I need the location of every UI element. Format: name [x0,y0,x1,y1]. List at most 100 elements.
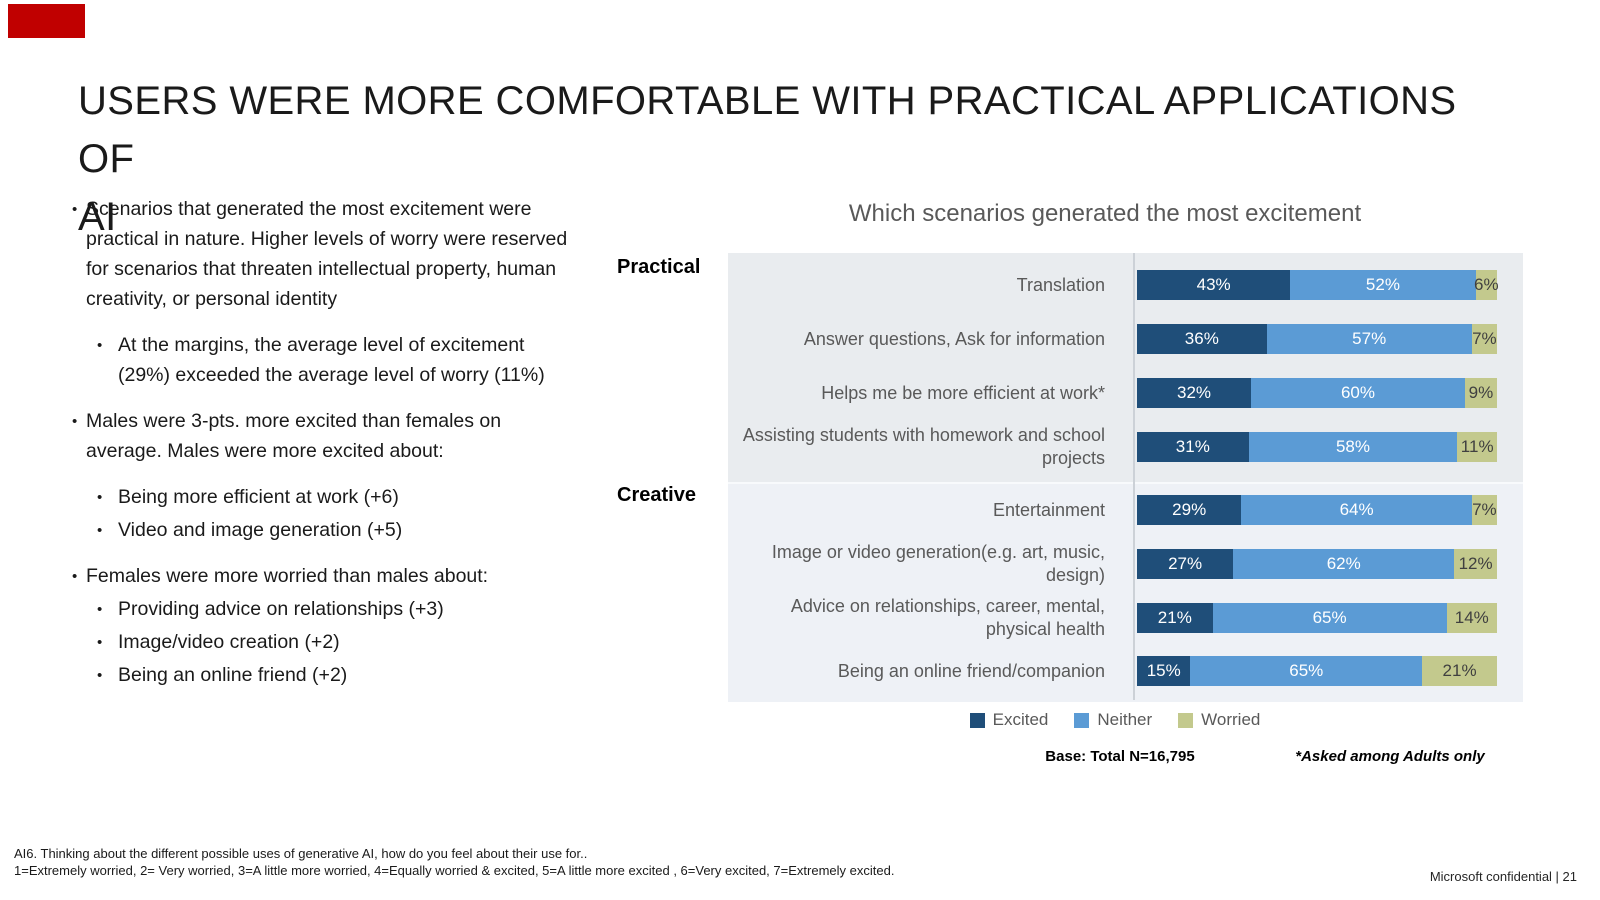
bar-segment-neither: 64% [1241,495,1472,525]
stacked-bar: 32% 60% 9% [1137,378,1497,408]
chart-row: Being an online friend/companion 15% 65% 2… [728,643,1523,699]
group-label-creative: Creative [617,484,696,506]
bullet-item: Males were 3-pts. more excited than fema… [72,406,578,466]
bar-value-label: 43% [1196,275,1231,294]
bar-segment-neither: 57% [1266,324,1472,354]
bullet-item: Scenarios that generated the most excite… [72,194,578,314]
row-label: Image or video generation(e.g. art, musi… [771,542,1105,585]
bar-segment-excited: 32% [1137,378,1252,408]
row-label: Helps me be more efficient at work* [821,382,1105,403]
bar-value-label: 6% [1474,275,1499,294]
bar-value-label: 12% [1458,554,1493,573]
bar-segment-excited: 15% [1137,656,1191,686]
slide-title: USERS WERE MORE COMFORTABLE WITH PRACTIC… [78,72,1498,246]
bar-segment-neither: 58% [1248,432,1458,462]
stacked-bar: 43% 52% 6% [1137,270,1499,300]
bar-segment-excited: 29% [1137,495,1242,525]
bar-value-label: 9% [1468,383,1494,402]
bar-value-label: 15% [1146,661,1181,680]
bar-value-label: 29% [1172,500,1207,519]
bar-value-label: 60% [1340,383,1375,402]
bar-segment-worried: 14% [1446,603,1497,633]
bullet-item: Females were more worried than males abo… [72,561,578,592]
bullet-item: Being more efficient at work (+6) [97,482,578,513]
legend-label: Excited [992,710,1049,729]
bar-segment-excited: 27% [1137,549,1234,579]
worried-swatch-icon [1178,712,1194,728]
bar-segment-worried: 11% [1457,432,1497,462]
group-label-practical: Practical [617,256,701,278]
bar-segment-neither: 65% [1212,603,1447,633]
bar-value-label: 36% [1184,329,1219,348]
bar-segment-worried: 9% [1464,378,1497,408]
bar-segment-neither: 52% [1290,270,1476,300]
bar-segment-excited: 31% [1137,432,1249,462]
row-label: Entertainment [992,499,1105,520]
legend-item-neither: Neither [1074,710,1152,730]
bar-value-label: 64% [1339,500,1374,519]
stacked-bar: 21% 65% 14% [1137,603,1497,633]
bar-segment-worried: 7% [1471,324,1497,354]
bar-value-label: 58% [1335,437,1370,456]
chart-title: Which scenarios generated the most excit… [848,200,1362,227]
bar-value-label: 65% [1312,608,1347,627]
red-accent-rectangle [8,4,85,38]
row-label: Being an online friend/companion [837,660,1105,681]
row-label: Advice on relationships, career, mental,… [790,596,1105,639]
chart-row: Assisting students with homework and sch… [728,419,1523,475]
bar-value-label: 57% [1352,329,1387,348]
chart-legend: Excited Neither Worried [930,710,1300,730]
row-label: Assisting students with homework and sch… [742,425,1105,468]
stacked-bar: 29% 64% 7% [1137,495,1497,525]
base-note: Base: Total N=16,795 [1045,748,1195,765]
scale-footnote: 1=Extremely worried, 2= Very worried, 3=… [14,863,895,878]
bullet-item: Image/video creation (+2) [97,627,578,658]
bar-value-label: 14% [1454,608,1489,627]
chart-row: Helps me be more efficient at work* 32% 6… [728,365,1523,421]
stacked-bar: 31% 58% 11% [1137,432,1497,462]
bar-segment-excited: 36% [1137,324,1267,354]
row-label: Answer questions, Ask for information [803,328,1105,349]
chart-row: Translation 43% 52% 6% [728,257,1523,313]
chart-row: Entertainment 29% 64% 7% [728,482,1523,538]
axis-divider-line [1133,253,1135,700]
bullet-item: At the margins, the average level of exc… [97,330,578,390]
question-footnote: AI6. Thinking about the different possib… [14,846,588,861]
legend-label: Worried [1201,710,1261,729]
stacked-bar-chart: Translation 43% 52% 6% Answer questions, A… [728,253,1523,702]
stacked-bar: 15% 65% 21% [1137,656,1497,686]
bullet-item: Video and image generation (+5) [97,515,578,546]
slide-title-line1: USERS WERE MORE COMFORTABLE WITH PRACTIC… [78,79,1457,181]
bar-segment-neither: 65% [1190,656,1423,686]
bar-segment-worried: 7% [1471,495,1497,525]
bar-value-label: 32% [1177,383,1212,402]
bar-value-label: 65% [1289,661,1324,680]
legend-item-excited: Excited [969,710,1049,730]
bar-value-label: 7% [1472,329,1497,348]
bar-segment-excited: 21% [1137,603,1213,633]
chart-row: Answer questions, Ask for information 36… [728,311,1523,367]
bar-segment-neither: 60% [1251,378,1465,408]
bar-segment-neither: 62% [1233,549,1455,579]
confidential-page-label: Microsoft confidential | 21 [1429,869,1577,884]
legend-label: Neither [1097,710,1153,729]
chart-row: Image or video generation(e.g. art, musi… [728,536,1523,592]
bar-segment-worried: 6% [1474,270,1499,300]
bullet-text-block: Scenarios that generated the most excite… [68,194,578,693]
row-label: Translation [1016,274,1105,295]
footnotes: AI6. Thinking about the different possib… [14,845,1214,879]
stacked-bar: 27% 62% 12% [1137,549,1497,579]
bar-segment-worried: 12% [1454,549,1497,579]
bar-segment-worried: 21% [1422,656,1497,686]
bar-segment-excited: 43% [1137,270,1291,300]
bar-value-label: 7% [1472,500,1497,519]
bar-value-label: 11% [1460,437,1494,456]
bullet-list: Scenarios that generated the most excite… [68,194,578,691]
bar-value-label: 21% [1157,608,1192,627]
asterisk-note: *Asked among Adults only [1295,748,1485,765]
bar-value-label: 27% [1168,554,1203,573]
neither-swatch-icon [1074,712,1090,728]
stacked-bar: 36% 57% 7% [1137,324,1497,354]
bullet-item: Being an online friend (+2) [97,660,578,691]
